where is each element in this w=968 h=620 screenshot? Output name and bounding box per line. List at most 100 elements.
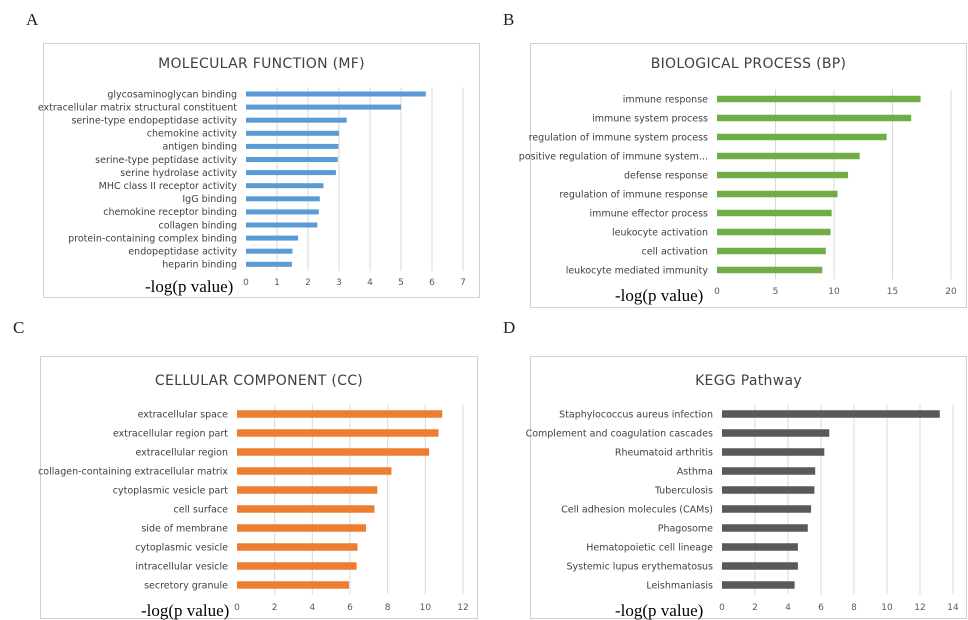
category-label: antigen binding — [162, 142, 237, 153]
category-label: chemokine receptor binding — [103, 207, 237, 218]
tick-label: 14 — [947, 603, 959, 613]
tick-label: 1 — [274, 278, 280, 288]
tick-label: 2 — [752, 603, 758, 613]
category-label: immune effector process — [590, 208, 709, 219]
x-axis-label: -log(p value) — [615, 286, 703, 305]
category-label: extracellular region — [135, 447, 228, 458]
panel-letter-a: A — [26, 10, 39, 29]
category-label: Staphylococcus aureus infection — [559, 409, 713, 420]
bar — [246, 222, 318, 228]
bar — [246, 248, 293, 254]
tick-label: 6 — [429, 278, 435, 288]
category-label: extracellular matrix structural constitu… — [38, 102, 237, 113]
bar — [722, 429, 830, 437]
category-label: Leishmaniasis — [646, 580, 713, 591]
bar — [722, 410, 940, 418]
category-label: Tuberculosis — [654, 485, 713, 496]
bar — [722, 448, 825, 456]
bar — [717, 133, 887, 141]
tick-label: 0 — [234, 603, 240, 613]
category-label: Phagosome — [658, 523, 713, 534]
category-label: regulation of immune response — [559, 189, 708, 200]
bar — [722, 505, 812, 513]
bar — [717, 228, 831, 236]
panel-letter-b: B — [503, 10, 515, 29]
category-label: extracellular space — [138, 409, 229, 420]
category-label: intracellular vesicle — [135, 561, 228, 572]
tick-label: 2 — [305, 278, 311, 288]
bar-chart-svg: extracellular space extracellular region … — [38, 404, 469, 620]
category-label: MHC class II receptor activity — [99, 181, 238, 192]
category-label: serine-type peptidase activity — [95, 155, 237, 166]
bar — [237, 486, 378, 494]
category-label: IgG binding — [182, 194, 237, 205]
bar — [717, 209, 832, 217]
bar — [237, 505, 375, 513]
category-label: heparin binding — [162, 260, 237, 271]
category-label: defense response — [624, 170, 708, 181]
bar — [246, 130, 339, 136]
category-label: regulation of immune system process — [529, 132, 708, 143]
x-axis-label: -log(p value) — [145, 277, 233, 296]
panel-letter-d: D — [503, 318, 516, 337]
bar — [246, 104, 401, 110]
bar — [237, 524, 367, 532]
tick-label: 0 — [719, 603, 725, 613]
tick-label: 4 — [785, 603, 791, 613]
bar — [237, 543, 358, 551]
bar — [717, 266, 823, 274]
bar — [246, 196, 320, 202]
tick-label: 4 — [309, 603, 315, 613]
category-label: extracellular region part — [113, 428, 228, 439]
tick-label: 15 — [887, 287, 898, 297]
category-label: leukocyte mediated immunity — [566, 265, 709, 276]
category-label: Cell adhesion molecules (CAMs) — [561, 504, 713, 515]
category-label: side of membrane — [141, 523, 228, 534]
tick-label: 10 — [828, 287, 840, 297]
tick-label: 6 — [347, 603, 353, 613]
category-label: serine hydrolase activity — [120, 168, 237, 179]
bar — [717, 152, 860, 160]
tick-label: 0 — [243, 278, 249, 288]
bar-chart-svg: immune response immune system process regu… — [519, 89, 957, 305]
bar — [722, 524, 808, 532]
category-label: Systemic lupus erythematosus — [567, 561, 714, 572]
chart-title: CELLULAR COMPONENT (CC) — [154, 373, 364, 389]
category-label: endopeptidase activity — [128, 247, 237, 258]
category-label: serine-type endopeptidase activity — [71, 116, 237, 127]
bar — [237, 448, 430, 456]
bar — [246, 183, 324, 189]
category-label: positive regulation of immune system... — [519, 151, 708, 162]
tick-label: 3 — [336, 278, 342, 288]
category-label: immune system process — [592, 113, 708, 124]
tick-label: 8 — [851, 603, 857, 613]
tick-label: 6 — [818, 603, 824, 613]
tick-label: 12 — [914, 603, 925, 613]
chart-panel-kegg: KEGG Pathway Staphylococcus aureus infec… — [526, 356, 967, 620]
panel-letter-c: C — [13, 318, 25, 337]
chart-title: KEGG Pathway — [695, 373, 802, 389]
bar — [237, 467, 392, 475]
bar — [237, 562, 357, 570]
category-label: Hematopoietic cell lineage — [586, 542, 713, 553]
tick-label: 12 — [457, 603, 468, 613]
tick-label: 10 — [420, 603, 432, 613]
bar — [246, 143, 339, 149]
category-label: protein-containing complex binding — [68, 233, 237, 244]
bar — [237, 581, 350, 589]
tick-label: 4 — [367, 278, 373, 288]
tick-label: 5 — [773, 287, 779, 297]
chart-title: MOLECULAR FUNCTION (MF) — [158, 56, 365, 72]
category-label: Complement and coagulation cascades — [526, 428, 713, 439]
bar-chart-svg: glycosaminoglycan binding extracellular m… — [38, 87, 466, 296]
category-label: immune response — [623, 94, 708, 105]
category-label: secretory granule — [144, 580, 228, 591]
chart-panel-bp: BIOLOGICAL PROCESS (BP) immune response i… — [519, 43, 967, 308]
bar — [237, 410, 443, 418]
category-label: cytoplasmic vesicle part — [113, 485, 228, 496]
category-label: collagen binding — [159, 220, 237, 231]
tick-label: 5 — [398, 278, 404, 288]
bar — [717, 247, 826, 255]
bar — [237, 429, 439, 437]
category-label: collagen-containing extracellular matrix — [38, 466, 228, 477]
